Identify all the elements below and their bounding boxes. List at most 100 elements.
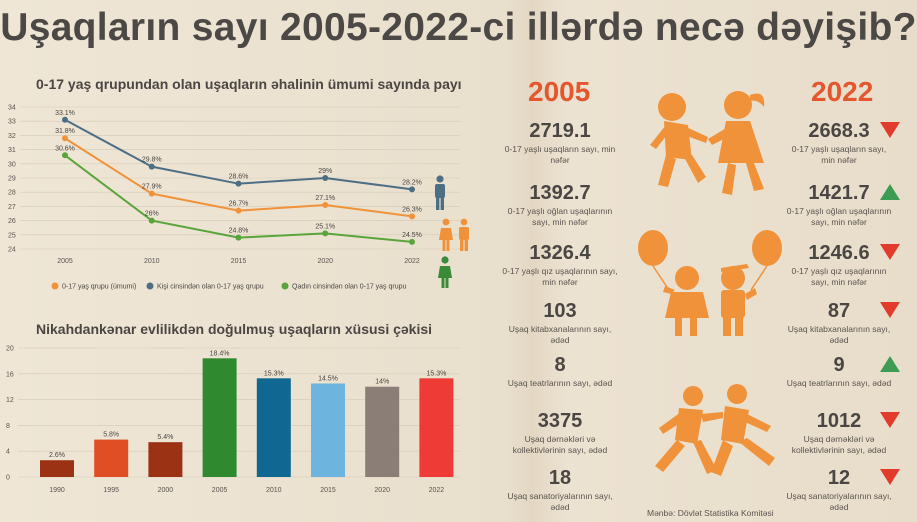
stat-value: 1421.7 xyxy=(808,182,870,204)
y-tick-label: 28 xyxy=(8,190,16,197)
data-label: 14% xyxy=(375,379,389,386)
y-tick-label: 24 xyxy=(8,247,16,254)
family-persons-icon xyxy=(439,218,469,251)
data-label: 24.5% xyxy=(402,232,422,239)
stat-value: 103 xyxy=(543,300,577,322)
y-tick-label: 27 xyxy=(8,204,16,211)
data-point xyxy=(235,180,242,187)
trend-up-arrow-icon xyxy=(880,356,900,372)
stat-2022: 1246.6 0-17 yaşlı qız uşaqlarının sayı, m… xyxy=(784,242,894,288)
kids-playing-icon xyxy=(650,91,765,195)
x-tick-label: 1990 xyxy=(49,487,65,494)
x-tick-label: 2015 xyxy=(231,258,247,265)
stat-2005: 103 Uşaq kitabxanalarının sayı, ədəd xyxy=(500,300,620,346)
year-2005-heading: 2005 xyxy=(528,76,591,107)
stat-value: 18 xyxy=(548,467,572,489)
data-label: 31.8% xyxy=(55,128,75,135)
x-tick-label: 2010 xyxy=(144,258,160,265)
stat-value: 1246.6 xyxy=(808,242,870,264)
y-tick-label: 33 xyxy=(8,119,16,126)
data-label: 28.6% xyxy=(229,174,249,181)
stat-2022: 1421.7 0-17 yaşlı oğlan uşaqlarının sayı,… xyxy=(784,182,894,228)
data-point xyxy=(235,207,242,214)
stat-label: Uşaq dərnəkləri və kollektivlərinin sayı… xyxy=(512,434,608,455)
data-point xyxy=(62,135,68,142)
stat-value: 1012 xyxy=(816,410,862,432)
stat-value: 1326.4 xyxy=(529,242,591,264)
stat-label: 0-17 yaşlı uşaqların sayı, min nəfər xyxy=(791,144,887,165)
y-tick-label: 4 xyxy=(6,449,10,456)
stat-label: Uşaq sanatoriyalarının sayı, ədəd xyxy=(786,491,892,512)
stat-value: 2719.1 xyxy=(529,120,591,142)
kids-running-icon xyxy=(655,384,775,476)
data-point xyxy=(148,217,155,224)
trend-down-arrow-icon xyxy=(880,244,900,260)
bar xyxy=(94,439,129,477)
stat-value: 8 xyxy=(554,354,566,376)
bar-chart-title: Nikahdankənar evlilikdən doğulmuş uşaqla… xyxy=(36,321,433,337)
data-point xyxy=(322,175,329,181)
data-label: 15.3% xyxy=(264,370,284,377)
legend-marker xyxy=(281,282,289,290)
stat-label: 0-17 yaşlı qız uşaqlarının sayı, min nəf… xyxy=(791,266,887,287)
male-person-icon xyxy=(435,175,445,210)
data-label: 27.9% xyxy=(142,184,162,191)
x-tick-label: 2000 xyxy=(158,487,174,494)
stat-value: 2668.3 xyxy=(808,120,870,142)
stat-label: Uşaq dərnəkləri və kollektivlərinin sayı… xyxy=(791,434,887,455)
year-2022-heading: 2022 xyxy=(811,76,874,107)
female-person-icon xyxy=(438,256,452,288)
legend-label: Qadın cinsindən olan 0-17 yaş qrupu xyxy=(292,284,407,291)
bar xyxy=(419,378,454,477)
data-point xyxy=(235,234,242,241)
stat-2005: 18 Uşaq sanatoriyalarının sayı, ədəd xyxy=(500,467,620,513)
stat-label: 0-17 yaşlı uşaqların sayı, min nəfər xyxy=(504,144,616,165)
y-tick-label: 29 xyxy=(8,176,16,183)
data-label: 29.8% xyxy=(142,157,162,164)
data-point xyxy=(409,213,415,220)
bar-chart: 0 4 8 12 16 20 2.6% 1990 5.8% 1995 5.4% 2000 18.4% 20… xyxy=(6,346,460,494)
data-label: 2.6% xyxy=(49,452,65,459)
legend-label: 0-17 yaş qrupu (ümumi) xyxy=(62,284,136,291)
data-label: 27.1% xyxy=(315,195,335,202)
stat-2005: 1326.4 0-17 yaşlı qız uşaqlarının sayı, m… xyxy=(500,242,620,288)
trend-down-arrow-icon xyxy=(880,469,900,485)
data-label: 25.1% xyxy=(315,223,335,230)
y-tick-label: 8 xyxy=(6,423,10,430)
data-point xyxy=(62,152,68,159)
data-label: 5.8% xyxy=(103,432,119,439)
data-point xyxy=(409,238,415,245)
y-tick-label: 20 xyxy=(6,346,14,353)
stat-2022: 12 Uşaq sanatoriyalarının sayı, ədəd xyxy=(784,467,894,513)
data-point xyxy=(322,230,329,237)
data-point xyxy=(148,163,155,170)
data-point xyxy=(322,201,329,208)
bar xyxy=(40,460,74,477)
stat-label: Uşaq sanatoriyalarının sayı, ədəd xyxy=(507,491,613,512)
y-tick-label: 16 xyxy=(6,371,14,378)
stat-label: Uşaq teatrlarının sayı, ədəd xyxy=(507,378,613,388)
data-point xyxy=(409,186,415,193)
bar xyxy=(148,442,183,477)
data-label: 30.6% xyxy=(55,145,75,152)
stat-2022: 9 Uşaq teatrlarının sayı, ədəd xyxy=(784,354,894,389)
stat-2022: 87 Uşaq kitabxanalarının sayı, ədəd xyxy=(784,300,894,346)
stat-value: 9 xyxy=(833,354,845,376)
stat-2005: 1392.7 0-17 yaşlı oğlan uşaqlarının sayı,… xyxy=(500,182,620,228)
stat-label: 0-17 yaşlı qız uşaqlarının sayı, min nəf… xyxy=(502,266,618,287)
stat-2022: 1012 Uşaq dərnəkləri və kollektivlərinin … xyxy=(784,410,894,456)
bar xyxy=(256,378,291,477)
data-label: 14.5% xyxy=(318,375,338,382)
trend-down-arrow-icon xyxy=(880,302,900,318)
stat-value: 3375 xyxy=(537,410,583,432)
trend-down-arrow-icon xyxy=(880,412,900,428)
x-tick-label: 2022 xyxy=(404,258,420,265)
data-label: 15.3% xyxy=(426,370,446,377)
data-label: 26.3% xyxy=(402,206,422,213)
stat-value: 87 xyxy=(827,300,851,322)
legend-marker xyxy=(146,282,154,290)
x-tick-label: 1995 xyxy=(103,487,119,494)
stat-label: 0-17 yaşlı oğlan uşaqlarının sayı, min n… xyxy=(786,206,892,227)
y-tick-label: 0 xyxy=(6,475,10,482)
stat-label: 0-17 yaşlı oğlan uşaqlarının sayı, min n… xyxy=(507,206,613,227)
